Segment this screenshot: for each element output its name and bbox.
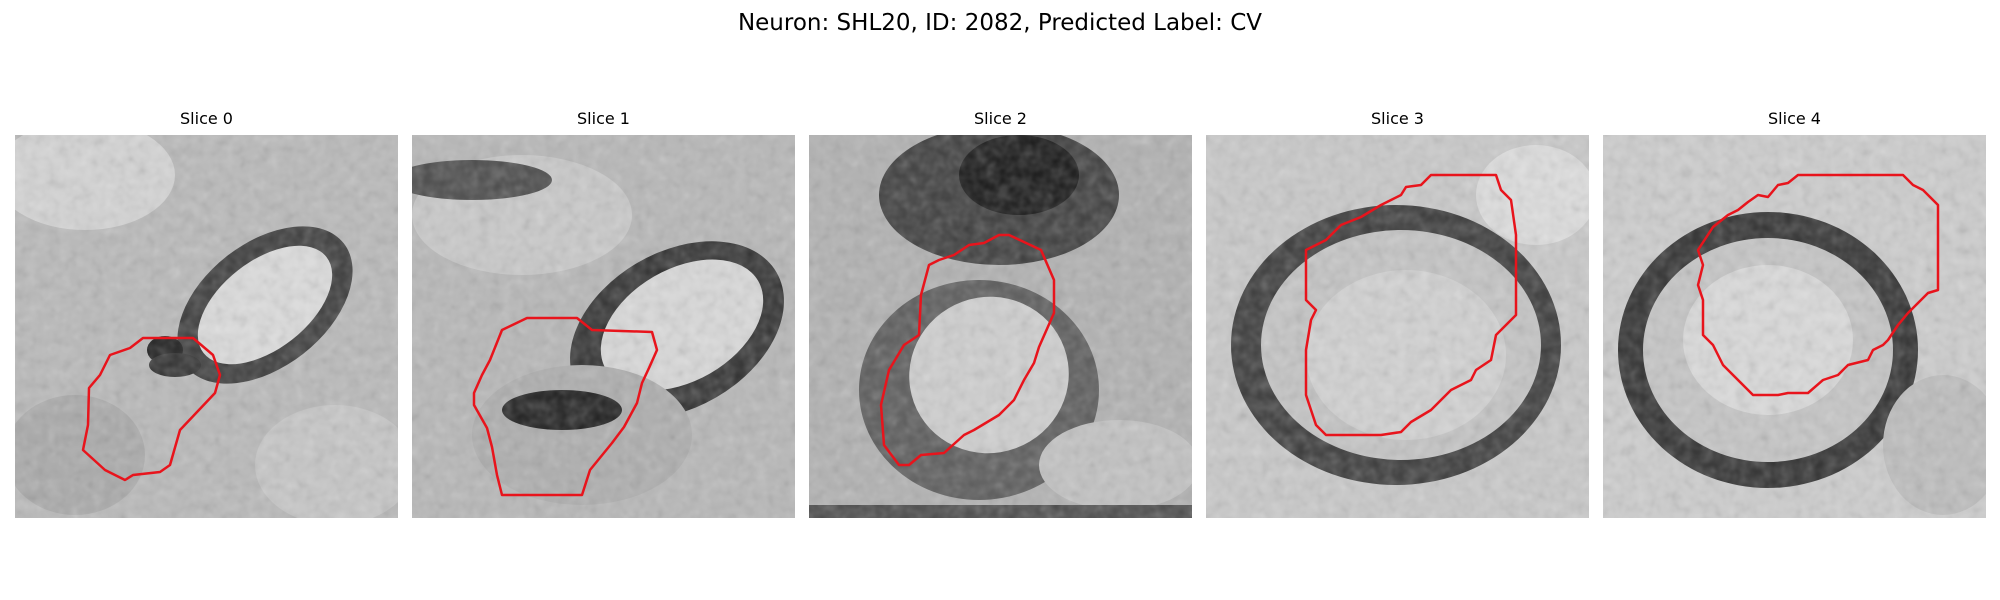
- em-slice-image: [809, 135, 1192, 518]
- cell-contour: [1304, 173, 1518, 437]
- cell-contour: [81, 336, 222, 482]
- em-slice-svg: [412, 135, 795, 518]
- cell-contour: [472, 316, 659, 497]
- slice-title: Slice 2: [974, 109, 1027, 128]
- cell-contour: [879, 233, 1056, 467]
- em-slice-svg: [809, 135, 1192, 518]
- em-slice-svg: [1206, 135, 1589, 518]
- figure-title: Neuron: SHL20, ID: 2082, Predicted Label…: [737, 10, 1263, 36]
- slice-title: Slice 4: [1768, 109, 1821, 128]
- slice-title: Slice 3: [1371, 109, 1424, 128]
- em-slice-svg: [1603, 135, 1986, 518]
- em-slice-image: [1206, 135, 1589, 518]
- slice-title: Slice 0: [180, 109, 233, 128]
- em-slice-svg: [15, 135, 398, 518]
- cell-contour: [1696, 173, 1940, 397]
- em-slice-image: [412, 135, 795, 518]
- em-slice-image: [15, 135, 398, 518]
- slice-title: Slice 1: [577, 109, 630, 128]
- em-slice-image: [1603, 135, 1986, 518]
